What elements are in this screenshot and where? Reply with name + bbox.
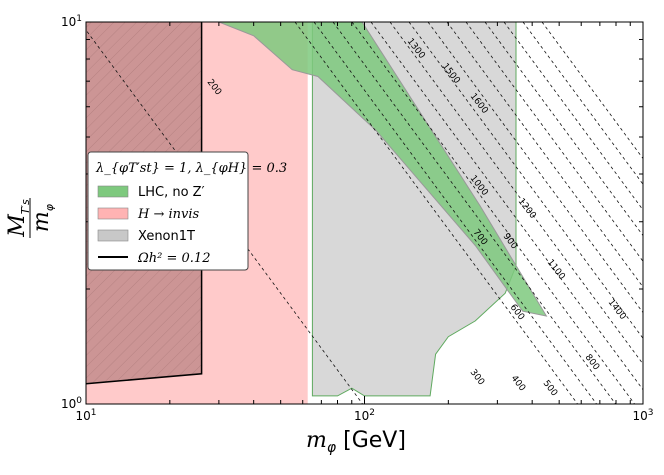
svg-text:mφ [GeV]: mφ [GeV]: [306, 428, 406, 456]
contour-label-400: 400: [509, 374, 528, 394]
contour-label-1200: 1200: [516, 197, 538, 221]
legend-label: Ωh² = 0.12: [137, 251, 210, 266]
legend-title: λ_{φT′st} = 1, λ_{φH} = 0.3: [95, 161, 287, 176]
legend-swatch: [97, 185, 129, 198]
x-axis-symbol: m: [306, 428, 327, 453]
y-axis-denominator-sub: φ: [43, 203, 56, 211]
contour-label-500: 500: [541, 379, 560, 399]
legend-label: Xenon1T: [138, 229, 195, 244]
x-tick-label: 101: [75, 408, 96, 423]
y-tick-label: 101: [61, 14, 82, 29]
contour-label-1100: 1100: [545, 258, 567, 282]
x-tick-label: 102: [354, 408, 375, 423]
legend-label: H → invis: [137, 207, 200, 222]
y-axis-numerator: M: [5, 214, 30, 238]
y-axis-numerator-sub: T′s: [19, 199, 32, 214]
legend-swatch: [97, 229, 129, 242]
legend: λ_{φT′st} = 1, λ_{φH} = 0.3 LHC, no Z′ H →…: [87, 151, 287, 271]
svg-text:MT′s: MT′s: [5, 199, 32, 238]
contour-label-300: 300: [468, 368, 487, 388]
omega-relic-curve: [86, 22, 203, 385]
region-lhc-no-z: [218, 22, 548, 317]
x-tick-label: 103: [632, 408, 653, 423]
y-axis-denominator: m: [29, 211, 54, 232]
x-axis-title: mφ [GeV]: [306, 428, 406, 456]
legend-label: LHC, no Z′: [138, 185, 205, 200]
legend-swatch: [97, 207, 129, 220]
y-tick-label: 100: [61, 396, 82, 411]
x-axis-subscript: φ: [327, 440, 337, 456]
svg-text:mφ: mφ: [29, 203, 56, 232]
y-axis-title: MT′s mφ: [5, 198, 56, 238]
x-axis-unit: [GeV]: [343, 428, 406, 453]
